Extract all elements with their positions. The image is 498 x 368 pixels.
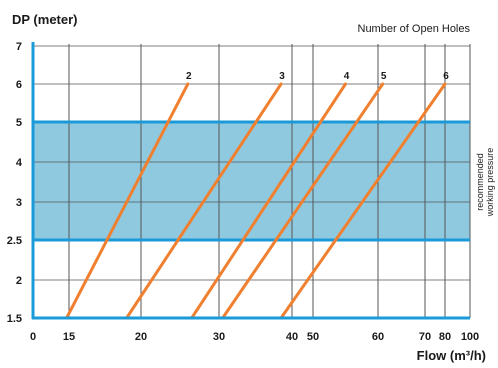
band-fill — [33, 122, 470, 240]
legend-title: Number of Open Holes — [358, 23, 471, 35]
x-tick-label: 30 — [213, 331, 225, 343]
x-tick-label: 80 — [439, 331, 451, 343]
y-tick-label: 2.5 — [7, 235, 22, 247]
band-label-line2: working pressure — [485, 148, 495, 218]
x-axis-title: Flow (m³/h) — [417, 348, 486, 363]
band-label-line1: recommended — [475, 153, 485, 211]
x-tick-label: 0 — [30, 331, 36, 343]
y-tick-label: 2 — [16, 275, 22, 287]
y-tick-label: 6 — [16, 79, 22, 91]
y-axis-title: DP (meter) — [12, 12, 78, 27]
series-line-4 — [190, 82, 347, 320]
series-label-4: 4 — [344, 71, 350, 82]
x-tick-label: 40 — [286, 331, 298, 343]
series-label-3: 3 — [279, 71, 285, 82]
y-tick-label: 7 — [16, 41, 22, 53]
series-line-5 — [221, 82, 385, 320]
series-line-3 — [125, 82, 283, 320]
series-line-2 — [65, 82, 190, 320]
series-label-5: 5 — [381, 71, 387, 82]
recommended-band — [33, 122, 470, 240]
x-tick-label: 20 — [135, 331, 147, 343]
y-tick-label: 4 — [16, 157, 23, 169]
x-tick-label: 50 — [307, 331, 319, 343]
series-label-6: 6 — [443, 71, 449, 82]
series-lines: 2 3 4 5 6 — [65, 71, 449, 320]
axes — [31, 42, 470, 320]
series-line-6 — [279, 82, 447, 320]
y-tick-label: 3 — [16, 197, 22, 209]
x-tick-label: 15 — [63, 331, 75, 343]
x-tick-label: 100 — [461, 331, 479, 343]
y-tick-label: 1.5 — [7, 313, 22, 325]
x-tick-label: 70 — [419, 331, 431, 343]
x-tick-label: 60 — [372, 331, 384, 343]
series-label-2: 2 — [186, 71, 192, 82]
y-tick-label: 5 — [16, 117, 22, 129]
